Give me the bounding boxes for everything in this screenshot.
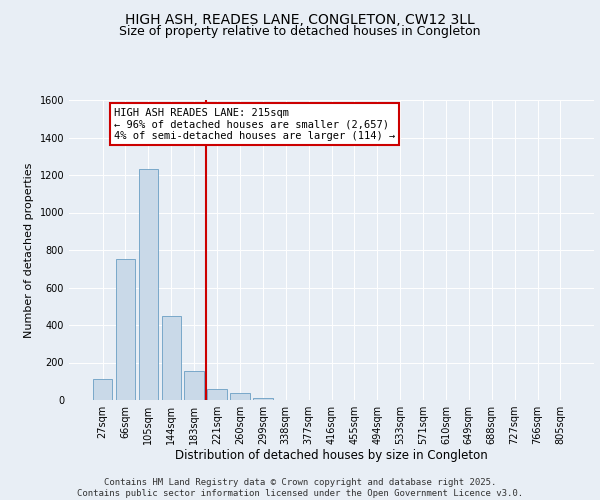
- Text: HIGH ASH READES LANE: 215sqm
← 96% of detached houses are smaller (2,657)
4% of : HIGH ASH READES LANE: 215sqm ← 96% of de…: [114, 108, 395, 140]
- Bar: [230, 394, 250, 400]
- Bar: [116, 260, 135, 400]
- Text: Size of property relative to detached houses in Congleton: Size of property relative to detached ho…: [119, 25, 481, 38]
- Bar: [93, 380, 112, 400]
- Bar: [253, 398, 272, 400]
- Y-axis label: Number of detached properties: Number of detached properties: [24, 162, 34, 338]
- Bar: [161, 316, 181, 400]
- Text: HIGH ASH, READES LANE, CONGLETON, CW12 3LL: HIGH ASH, READES LANE, CONGLETON, CW12 3…: [125, 12, 475, 26]
- Bar: [184, 371, 204, 400]
- Bar: [139, 170, 158, 400]
- X-axis label: Distribution of detached houses by size in Congleton: Distribution of detached houses by size …: [175, 448, 488, 462]
- Bar: [208, 389, 227, 400]
- Text: Contains HM Land Registry data © Crown copyright and database right 2025.
Contai: Contains HM Land Registry data © Crown c…: [77, 478, 523, 498]
